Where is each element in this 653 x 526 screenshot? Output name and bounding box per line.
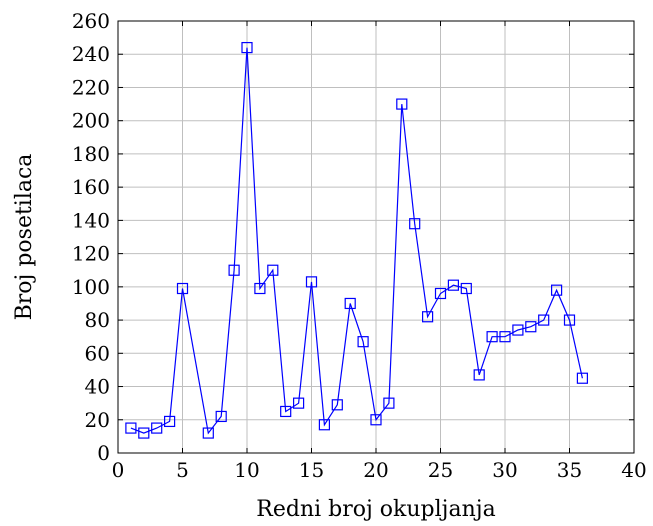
axis-ticks [117, 20, 635, 454]
data-point [357, 336, 369, 348]
y-tick-label: 160 [72, 175, 110, 199]
x-tick-label: 15 [299, 458, 324, 482]
x-axis-title: Redni broj okupljanja [256, 497, 495, 522]
data-point [460, 282, 472, 295]
x-tick-label: 10 [234, 458, 259, 482]
data-point [280, 405, 292, 418]
y-tick-label: 120 [72, 242, 110, 266]
data-point [241, 41, 253, 54]
data-point [164, 415, 176, 428]
data-point [267, 264, 279, 276]
x-tick-label: 5 [176, 458, 189, 482]
x-tick-label: 40 [621, 458, 646, 482]
data-point [215, 410, 227, 423]
y-tick-label: 200 [72, 109, 110, 133]
data-point [305, 276, 318, 288]
data-point [550, 284, 563, 296]
series-group [125, 41, 589, 439]
data-point [331, 399, 343, 411]
y-tick-label: 100 [72, 275, 110, 299]
y-tick-label: 220 [72, 75, 110, 99]
data-point [318, 419, 330, 431]
y-tick-label: 40 [85, 375, 110, 399]
data-point [473, 369, 485, 381]
y-tick-labels: 0 20 40 60 80 100 120 140 160 180 200 220 240 260 [72, 9, 110, 465]
y-tick-label: 0 [97, 441, 110, 465]
data-point [499, 331, 511, 343]
data-point [396, 98, 408, 110]
data-point [422, 311, 434, 323]
y-tick-label: 80 [85, 308, 110, 332]
data-point [228, 264, 240, 276]
data-point [409, 218, 421, 230]
data-point [486, 331, 498, 343]
data-point [176, 282, 189, 295]
data-point [202, 427, 214, 439]
data-point [138, 427, 150, 439]
data-point [370, 414, 382, 426]
y-tick-label: 140 [72, 208, 110, 232]
data-point [512, 324, 524, 336]
y-tick-label: 20 [85, 408, 110, 432]
data-point [344, 297, 356, 310]
y-tick-label: 240 [72, 42, 110, 66]
y-tick-label: 260 [72, 9, 110, 33]
data-point [383, 397, 395, 409]
y-tick-label: 60 [85, 341, 110, 365]
data-point [254, 282, 266, 295]
x-tick-label: 0 [112, 458, 125, 482]
y-tick-label: 180 [72, 142, 110, 166]
data-point [563, 314, 576, 326]
data-point [151, 422, 163, 434]
data-point [525, 321, 537, 333]
data-point [293, 397, 305, 409]
x-tick-label: 30 [492, 458, 517, 482]
x-tick-label: 20 [363, 458, 388, 482]
y-axis-title: Broj posetilaca [12, 154, 37, 321]
x-tick-label: 25 [428, 458, 453, 482]
x-tick-label: 35 [557, 458, 582, 482]
x-tick-labels: 0 5 10 15 20 25 30 35 40 [112, 458, 647, 482]
data-point [125, 422, 137, 434]
data-point [447, 279, 459, 291]
data-point [538, 314, 550, 326]
data-point [576, 372, 589, 384]
data-point [434, 287, 447, 300]
